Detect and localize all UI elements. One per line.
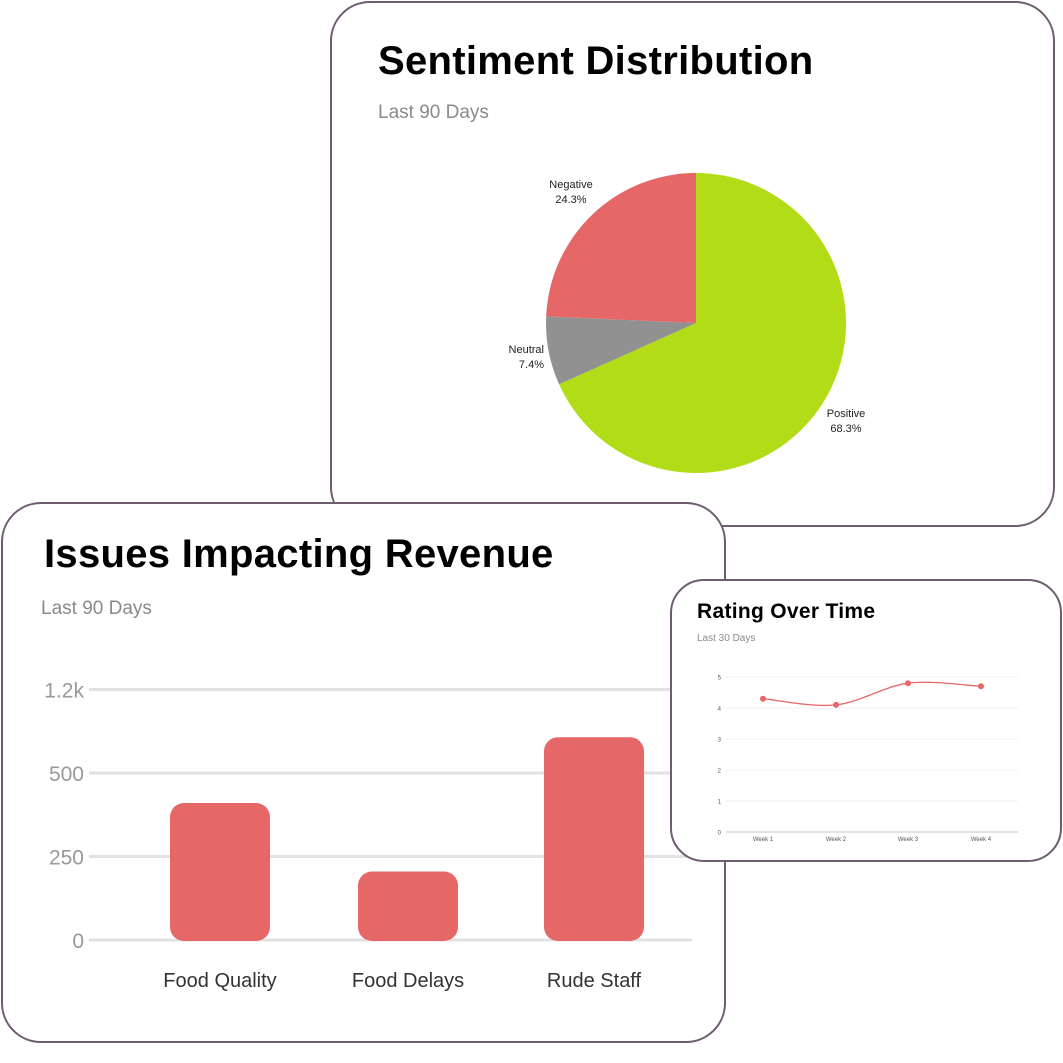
x-tick-label: Rude Staff xyxy=(547,970,642,992)
y-tick-label: 2 xyxy=(718,769,722,775)
data-point xyxy=(905,680,911,687)
x-tick-label: Week 4 xyxy=(971,837,992,843)
rating-line xyxy=(762,681,982,707)
pie-slice-positive xyxy=(559,173,846,474)
pie-label-name: Neutral xyxy=(509,344,544,356)
pie-label-value: 7.4% xyxy=(519,359,544,371)
y-tick-label: 4 xyxy=(718,707,722,713)
x-tick-label: Food Quality xyxy=(163,970,276,992)
pie-label-value: 68.3% xyxy=(830,423,861,435)
y-tick-label: 5 xyxy=(718,676,722,682)
y-tick-label: 0 xyxy=(72,930,84,953)
data-point xyxy=(978,683,984,690)
rating-title: Rating Over Time xyxy=(697,600,876,623)
rating-subtitle: Last 30 Days xyxy=(697,633,756,644)
bar-rude-staff xyxy=(544,737,644,941)
sentiment-title: Sentiment Distribution xyxy=(378,39,814,83)
y-tick-label: 1 xyxy=(718,800,722,806)
pie-slice-neutral xyxy=(546,316,696,385)
rating-card: Rating Over Time Last 30 Days xyxy=(670,579,1062,862)
y-tick-label: 250 xyxy=(49,847,84,870)
bar-food-quality xyxy=(170,803,270,941)
y-tick-label: 1.2k xyxy=(44,680,84,703)
y-tick-label: 0 xyxy=(718,831,722,837)
x-tick-label: Week 3 xyxy=(898,837,919,843)
data-point xyxy=(760,695,766,702)
data-point xyxy=(833,701,839,708)
pie-label-name: Positive xyxy=(827,408,866,420)
bar-food-delays xyxy=(358,871,458,941)
pie-slice-negative xyxy=(546,173,696,323)
issues-subtitle: Last 90 Days xyxy=(41,598,152,619)
y-tick-label: 500 xyxy=(49,763,84,786)
pie-label-value: 24.3% xyxy=(555,194,586,206)
x-tick-label: Week 2 xyxy=(826,837,847,843)
sentiment-subtitle: Last 90 Days xyxy=(378,102,489,123)
issues-title: Issues Impacting Revenue xyxy=(44,532,554,576)
pie-label-name: Negative xyxy=(549,179,592,191)
x-tick-label: Week 1 xyxy=(753,837,774,843)
y-tick-label: 3 xyxy=(718,738,722,744)
x-tick-label: Food Delays xyxy=(352,970,464,992)
